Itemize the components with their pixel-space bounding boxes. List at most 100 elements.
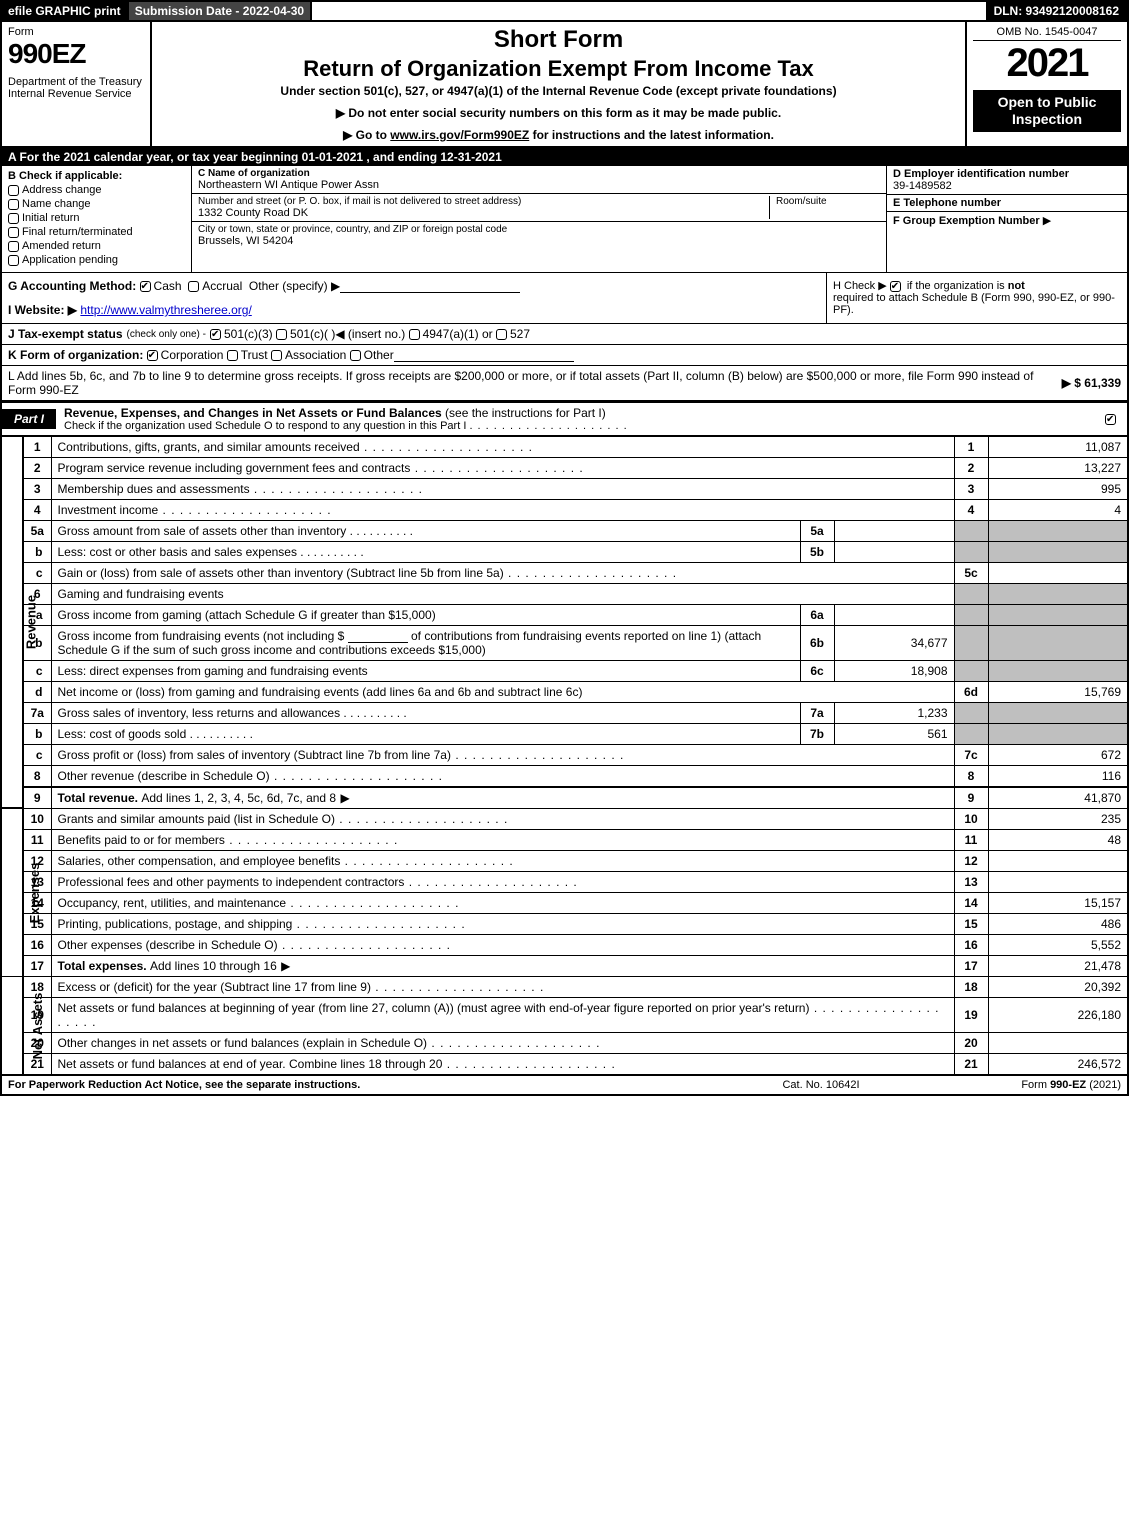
- part1-checkbox[interactable]: [1105, 412, 1127, 426]
- val-17: 21,478: [988, 956, 1128, 977]
- chk-amended-return[interactable]: Amended return: [8, 240, 185, 252]
- chk-accrual[interactable]: [188, 281, 199, 292]
- footer-r-pre: Form: [1021, 1079, 1050, 1091]
- val-13: [988, 872, 1128, 893]
- desc-4: Investment income: [51, 500, 954, 521]
- line-5a: 5aGross amount from sale of assets other…: [23, 521, 1128, 542]
- l-row: L Add lines 5b, 6c, and 7b to line 9 to …: [0, 366, 1129, 401]
- val-15: 486: [988, 914, 1128, 935]
- c-name-lbl: C Name of organization: [198, 168, 880, 179]
- desc-12: Salaries, other compensation, and employ…: [51, 851, 954, 872]
- ln-5c: c: [23, 563, 51, 584]
- chk-initial-return[interactable]: Initial return: [8, 212, 185, 224]
- desc-5c: Gain or (loss) from sale of assets other…: [51, 563, 954, 584]
- ln-7c: c: [23, 745, 51, 766]
- chk-final-return[interactable]: Final return/terminated: [8, 226, 185, 238]
- chk-corp[interactable]: [147, 350, 158, 361]
- chk-initial-return-label: Initial return: [22, 212, 79, 224]
- val-14: 15,157: [988, 893, 1128, 914]
- irs-link[interactable]: www.irs.gov/Form990EZ: [390, 128, 529, 142]
- desc-6b: Gross income from fundraising events (no…: [51, 626, 800, 661]
- desc-13: Professional fees and other payments to …: [51, 872, 954, 893]
- footer: For Paperwork Reduction Act Notice, see …: [0, 1076, 1129, 1096]
- mval-7a: 1,233: [834, 703, 954, 724]
- chk-name-change[interactable]: Name change: [8, 198, 185, 210]
- desc-11: Benefits paid to or for members: [51, 830, 954, 851]
- mln-7a: 7a: [800, 703, 834, 724]
- line-7b: bLess: cost of goods sold7b561: [23, 724, 1128, 745]
- contrib-input[interactable]: [348, 629, 408, 643]
- line-6b: bGross income from fundraising events (n…: [23, 626, 1128, 661]
- val-8: 116: [988, 766, 1128, 788]
- val-11: 48: [988, 830, 1128, 851]
- oln-7c: 7c: [954, 745, 988, 766]
- j-lbl: J Tax-exempt status: [8, 327, 123, 341]
- chk-other-org[interactable]: [350, 350, 361, 361]
- k-other-input[interactable]: [394, 348, 574, 362]
- oln-1: 1: [954, 437, 988, 458]
- val-19: 226,180: [988, 998, 1128, 1033]
- chk-application-pending[interactable]: Application pending: [8, 254, 185, 266]
- line-5b: bLess: cost or other basis and sales exp…: [23, 542, 1128, 563]
- val-4: 4: [988, 500, 1128, 521]
- h-box: H Check ▶ if the organization is not req…: [827, 273, 1127, 323]
- desc-5b: Less: cost or other basis and sales expe…: [51, 542, 800, 563]
- c-name-row: C Name of organization Northeastern WI A…: [192, 166, 886, 194]
- line-6d: dNet income or (loss) from gaming and fu…: [23, 682, 1128, 703]
- ln-5b: b: [23, 542, 51, 563]
- desc-5a: Gross amount from sale of assets other t…: [51, 521, 800, 542]
- expenses-table: 10Grants and similar amounts paid (list …: [22, 809, 1129, 977]
- chk-4947[interactable]: [409, 329, 420, 340]
- header-center: Short Form Return of Organization Exempt…: [152, 22, 967, 146]
- oln-6d: 6d: [954, 682, 988, 703]
- l-txt: L Add lines 5b, 6c, and 7b to line 9 to …: [8, 369, 1062, 397]
- line-20: 20Other changes in net assets or fund ba…: [23, 1033, 1128, 1054]
- room-lbl: Room/suite: [776, 196, 880, 207]
- k-o1: Corporation: [161, 348, 224, 362]
- form-header: Form 990EZ Department of the Treasury In…: [0, 22, 1129, 148]
- mln-5a: 5a: [800, 521, 834, 542]
- desc-9-2: Add lines 1, 2, 3, 4, 5c, 6d, 7c, and 8: [141, 791, 350, 805]
- h-not: not: [1008, 280, 1025, 292]
- line-6c: cLess: direct expenses from gaming and f…: [23, 661, 1128, 682]
- j-sub: (check only one) -: [127, 329, 206, 340]
- j-row: J Tax-exempt status (check only one) - 5…: [0, 324, 1129, 345]
- ln-16: 16: [23, 935, 51, 956]
- f-row: F Group Exemption Number ▶: [887, 212, 1127, 229]
- l-amt: ▶ $ 61,339: [1062, 376, 1121, 390]
- chk-cash[interactable]: [140, 281, 151, 292]
- chk-trust[interactable]: [227, 350, 238, 361]
- website-link[interactable]: http://www.valmythresheree.org/: [80, 303, 251, 317]
- ln-1: 1: [23, 437, 51, 458]
- chk-501c[interactable]: [276, 329, 287, 340]
- oln-13: 13: [954, 872, 988, 893]
- shade-6c: [954, 661, 988, 682]
- val-7c: 672: [988, 745, 1128, 766]
- ln-9: 9: [23, 787, 51, 809]
- ln-7a: 7a: [23, 703, 51, 724]
- chk-assoc[interactable]: [271, 350, 282, 361]
- oln-17: 17: [954, 956, 988, 977]
- f-lbl: F Group Exemption Number: [893, 215, 1040, 227]
- top-bar: efile GRAPHIC print Submission Date - 20…: [0, 0, 1129, 22]
- line-7c: cGross profit or (loss) from sales of in…: [23, 745, 1128, 766]
- chk-address-change[interactable]: Address change: [8, 184, 185, 196]
- chk-501c3[interactable]: [210, 329, 221, 340]
- chk-527[interactable]: [496, 329, 507, 340]
- shade-6b-v: [988, 626, 1128, 661]
- chk-amended-return-label: Amended return: [22, 240, 101, 252]
- g-other-input[interactable]: [340, 279, 520, 293]
- shade-6a-v: [988, 605, 1128, 626]
- g-accrual: Accrual: [202, 279, 242, 293]
- desc-17-2: Add lines 10 through 16: [150, 959, 291, 973]
- ln-7b: b: [23, 724, 51, 745]
- line-12: 12Salaries, other compensation, and empl…: [23, 851, 1128, 872]
- val-3: 995: [988, 479, 1128, 500]
- g-lbl: G Accounting Method:: [8, 279, 136, 293]
- chk-schedule-b[interactable]: [890, 281, 901, 292]
- note-link: ▶ Go to www.irs.gov/Form990EZ for instru…: [160, 128, 957, 142]
- part1-tab: Part I: [2, 409, 56, 429]
- g-other: Other (specify) ▶: [249, 279, 340, 293]
- dots-icon: [469, 420, 627, 432]
- chk-application-pending-label: Application pending: [22, 254, 118, 266]
